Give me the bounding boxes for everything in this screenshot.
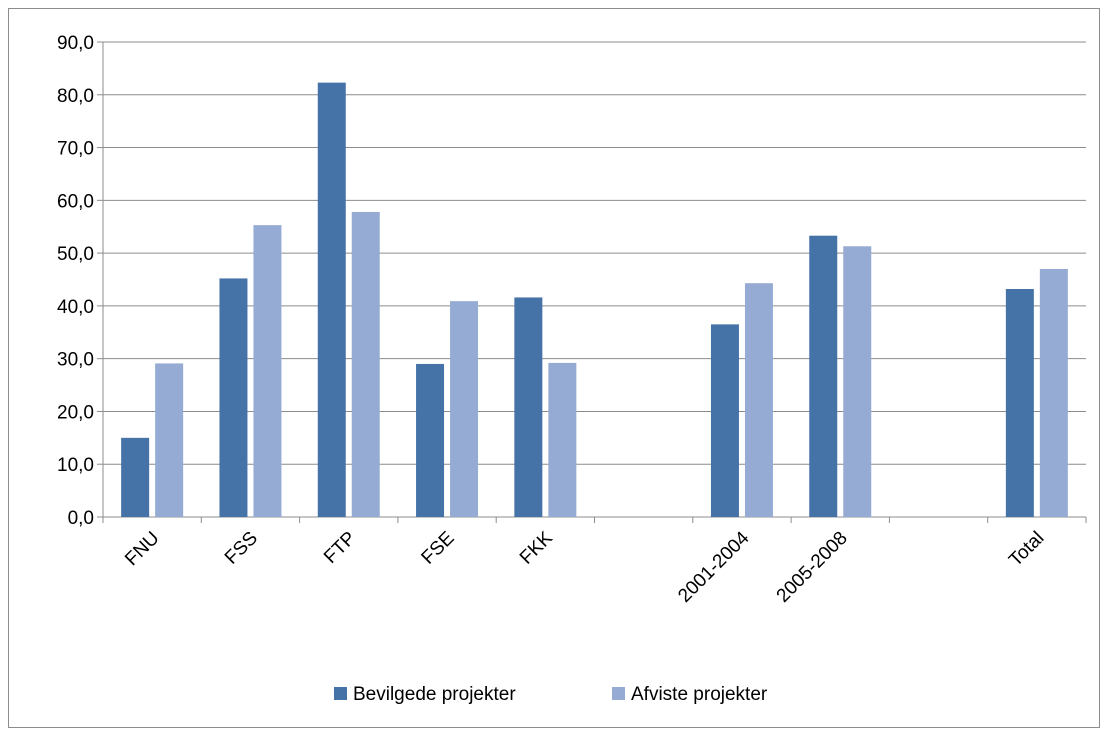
- x-tick-label: Total: [1005, 528, 1048, 571]
- x-tick-label: 2005-2008: [773, 528, 852, 607]
- bar-bevilgede: [317, 82, 346, 517]
- bar-bevilgede: [219, 278, 248, 517]
- bar-afviste: [155, 363, 184, 517]
- legend-item: Bevilgede projekter: [334, 684, 516, 705]
- y-tick-label: 0,0: [68, 508, 94, 529]
- bar-afviste: [253, 225, 282, 517]
- y-tick-label: 70,0: [57, 139, 94, 160]
- bar-afviste: [744, 283, 773, 517]
- bar-bevilgede: [710, 324, 739, 517]
- y-tick-label: 40,0: [57, 297, 94, 318]
- bar-bevilgede: [416, 363, 445, 517]
- bar-chart: 0,0 10,0 20,0 30,0 40,0 50,0 60,0 70,0 80,0 90,0 F…: [57, 33, 1087, 705]
- x-tick-label: 2001-2004: [674, 527, 753, 606]
- legend-label: Afviste projekter: [631, 684, 768, 705]
- bar-bevilgede: [1005, 289, 1034, 517]
- y-tick-label: 80,0: [57, 86, 94, 107]
- bar-afviste: [450, 301, 479, 517]
- legend: Bevilgede projekter Afviste projekter: [334, 684, 768, 705]
- x-tick-label: FKK: [516, 527, 557, 568]
- y-tick-label: 10,0: [57, 455, 94, 476]
- bar-bevilgede: [809, 235, 838, 517]
- legend-label: Bevilgede projekter: [353, 684, 516, 705]
- legend-item: Afviste projekter: [612, 684, 768, 705]
- legend-swatch: [334, 687, 347, 700]
- y-tick-label: 50,0: [57, 244, 94, 265]
- chart-frame: 0,0 10,0 20,0 30,0 40,0 50,0 60,0 70,0 80,0 90,0 F…: [8, 8, 1100, 728]
- x-tick-label: FSS: [221, 528, 262, 569]
- bar-afviste: [351, 211, 380, 517]
- legend-swatch: [612, 687, 625, 700]
- y-tick-label: 20,0: [57, 402, 94, 423]
- bar-afviste: [843, 246, 872, 517]
- bar-afviste: [548, 362, 577, 517]
- x-tick-label: FNU: [121, 528, 163, 570]
- bar-bevilgede: [121, 437, 150, 517]
- x-tick-label: FTP: [320, 528, 360, 568]
- bar-bevilgede: [514, 297, 543, 517]
- x-tick-label: FSE: [418, 528, 459, 569]
- bar-afviste: [1039, 268, 1068, 517]
- y-tick-label: 90,0: [57, 33, 94, 54]
- y-tick-label: 60,0: [57, 191, 94, 212]
- y-tick-label: 30,0: [57, 350, 94, 371]
